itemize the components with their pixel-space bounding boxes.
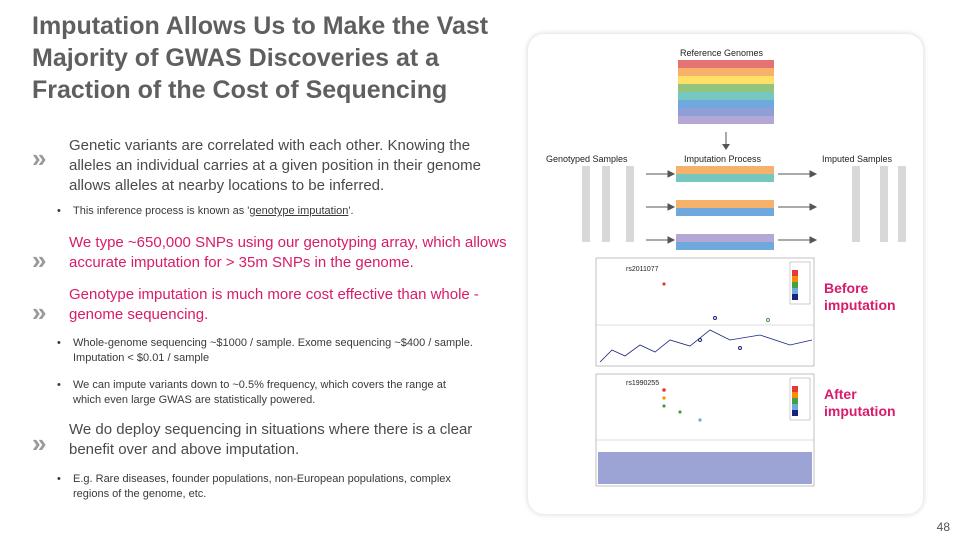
reference-genomes-label: Reference Genomes: [680, 48, 764, 58]
sub-bullet-text: Whole-genome sequencing ~$1000 / sample.…: [73, 337, 473, 364]
before-imputation-plot: [595, 257, 815, 367]
imputed-samples-label: Imputed Samples: [822, 154, 893, 164]
imputation-process-rows: [676, 166, 774, 250]
reference-arrow: [722, 132, 730, 150]
bullet-dot: •: [57, 205, 61, 217]
before-imputation-label: Before imputation: [824, 280, 896, 313]
bullet-text: Genetic variants are correlated with eac…: [69, 137, 481, 194]
reference-genomes-block: [678, 60, 774, 124]
after-imputation-label: After imputation: [824, 386, 896, 419]
bullet-text: We do deploy sequencing in situations wh…: [69, 421, 473, 458]
genotype-imputation-link[interactable]: genotype imputation: [249, 205, 349, 217]
bullet-dot: •: [57, 473, 61, 485]
bullet-text: We type ~650,000 SNPs using our genotypi…: [69, 234, 507, 271]
process-arrows: [646, 170, 818, 244]
imputed-samples-grid: [818, 166, 914, 242]
chevron-icon: »: [32, 143, 46, 173]
after-imputation-plot: [595, 373, 815, 487]
chevron-icon: »: [32, 245, 46, 275]
bullet-text: Genotype imputation is much more cost ef…: [69, 286, 479, 323]
sub-bullet-text: We can impute variants down to ~0.5% fre…: [73, 379, 446, 406]
before-snp-label: rs2011077: [626, 266, 659, 273]
genotyped-samples-grid: [546, 166, 642, 242]
genotyped-samples-label: Genotyped Samples: [546, 154, 628, 164]
imputation-process-label: Imputation Process: [684, 154, 762, 164]
sub-bullet-text: This inference process is known as 'geno…: [73, 204, 473, 219]
page-number: 48: [936, 520, 950, 534]
chevron-icon: »: [32, 297, 46, 327]
after-snp-label: rs1990255: [626, 380, 660, 387]
inference-suffix: '.: [348, 205, 354, 217]
sub-bullet-text: E.g. Rare diseases, founder populations,…: [73, 473, 451, 500]
page-title: Imputation Allows Us to Make the Vast Ma…: [32, 12, 489, 104]
bullet-dot: •: [57, 337, 61, 349]
chevron-icon: »: [32, 428, 46, 458]
inference-prefix: This inference process is known as ': [73, 205, 250, 217]
bullet-dot: •: [57, 379, 61, 391]
